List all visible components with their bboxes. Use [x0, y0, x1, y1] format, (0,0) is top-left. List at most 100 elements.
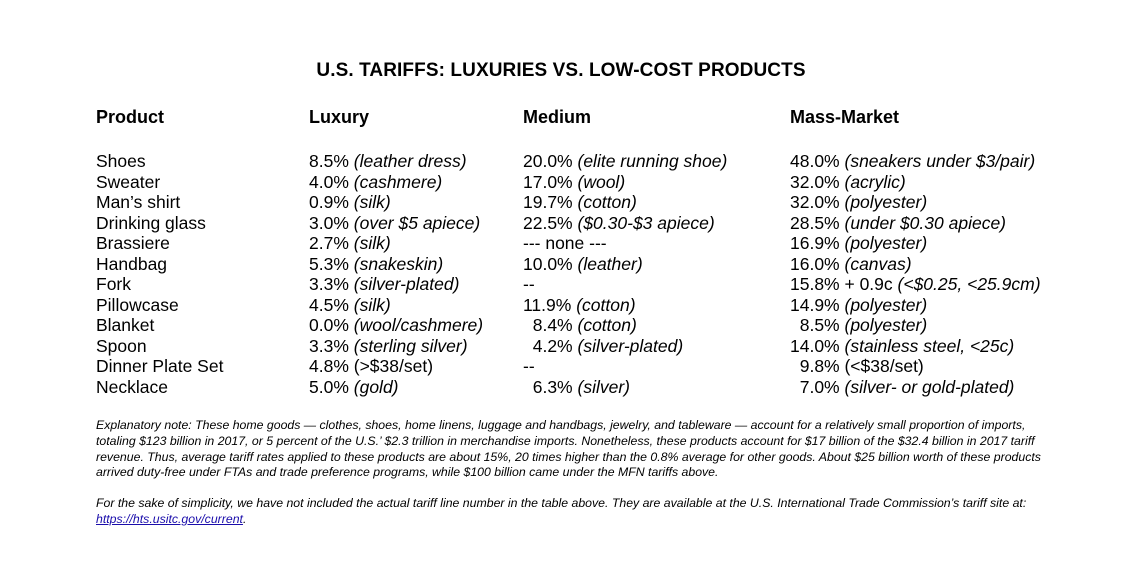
table-cell: Fork [96, 274, 131, 295]
cell-rate: 3.3% [309, 335, 349, 356]
cell-description: (wool/cashmere) [353, 315, 484, 335]
table-row: Pillowcase 4.5% (silk) 11.9% (cotton) 14.9%… [0, 295, 1122, 316]
table-cell: 8.5% (polyester) [790, 315, 927, 336]
table-row: Spoon 3.3% (sterling silver) 4.2% (silver… [0, 336, 1122, 357]
header-luxury: Luxury [309, 107, 370, 127]
table-cell: 0.0% (wool/cashmere) [309, 315, 483, 336]
table-cell: 4.5% (silk) [309, 295, 391, 316]
cell-rate: 3.3% [309, 274, 349, 294]
cell-description: (wool) [577, 171, 626, 192]
table-cell: Pillowcase [96, 295, 179, 316]
table-cell: 28.5% (under $0.30 apiece) [790, 213, 1006, 234]
table-cell: Brassiere [96, 233, 170, 254]
header-product: Product [96, 107, 165, 127]
usitc-link[interactable]: https://hts.usitc.gov/current [96, 511, 243, 526]
cell-description: (<$0.25, <25.9cm) [897, 274, 1041, 294]
product-name: Brassiere [96, 233, 170, 253]
cell-rate: 14.0% [790, 335, 840, 356]
cell-rate: 10.0% [523, 253, 573, 274]
table-cell: 14.0% (stainless steel, <25c) [790, 336, 1014, 357]
cell-rate: 3.0% [309, 212, 349, 233]
table-cell: 20.0% (elite running shoe) [523, 151, 727, 172]
cell-description: (polyester) [844, 192, 928, 212]
cell-rate: 2.7% [309, 233, 349, 253]
table-cell: Man’s shirt [96, 192, 180, 213]
cell-rate: 5.3% [309, 253, 349, 274]
table-cell: 3.0% (over $5 apiece) [309, 213, 480, 234]
table-cell: --- none --- [523, 233, 612, 254]
cell-description: (silk) [353, 233, 391, 253]
cell-rate: 4.5% [309, 294, 349, 315]
table-row: Fork 3.3% (silver-plated) -- 15.8% + 0.9c … [0, 274, 1122, 295]
product-name: Handbag [96, 253, 168, 274]
table-cell: 4.8% (>$38/set) [309, 356, 438, 377]
table-row: Brassiere 2.7% (silk) --- none --- 16.9% (… [0, 233, 1122, 254]
cell-description: (silver- or gold-plated) [844, 376, 1015, 397]
cell-description: (cotton) [577, 192, 637, 212]
cell-description: (canvas) [844, 253, 912, 274]
table-row: Sweater 4.0% (cashmere) 17.0% (wool) 32.0% … [0, 172, 1122, 193]
cell-rate: -- [523, 274, 535, 294]
cell-description: (silver-plated) [577, 335, 684, 356]
table-cell: Shoes [96, 151, 146, 172]
table-cell: 3.3% (silver-plated) [309, 274, 459, 295]
cell-rate: 8.5% [309, 151, 349, 171]
cell-description: (over $5 apiece) [353, 212, 481, 233]
cell-description: (acrylic) [844, 171, 906, 192]
cell-rate: 22.5% [523, 212, 573, 233]
table-cell: 32.0% (polyester) [790, 192, 927, 213]
table-cell: Spoon [96, 336, 147, 357]
tariff-table: Shoes 8.5% (leather dress) 20.0% (elite ru… [0, 151, 1122, 397]
explanatory-note: Explanatory note: These home goods — clo… [96, 418, 1041, 480]
table-cell: 8.5% (leather dress) [309, 151, 467, 172]
cell-description: (polyester) [844, 294, 928, 315]
table-cell: Sweater [96, 172, 160, 193]
cell-description: (gold) [353, 376, 399, 397]
cell-rate: 32.0% [790, 192, 840, 212]
cell-description: (stainless steel, <25c) [844, 335, 1015, 356]
cell-rate: 4.2% [523, 335, 573, 356]
cell-rate: 16.0% [790, 253, 840, 274]
cell-rate: 20.0% [523, 151, 573, 171]
cell-description: (under $0.30 apiece) [844, 212, 1007, 233]
product-name: Necklace [96, 376, 168, 397]
table-row: Drinking glass 3.0% (over $5 apiece) 22.5%… [0, 213, 1122, 234]
cell-description: (silk) [353, 192, 391, 212]
cell-rate: 7.0% [790, 376, 840, 397]
page-title: U.S. TARIFFS: LUXURIES VS. LOW-COST PROD… [316, 60, 806, 81]
simplicity-note: For the sake of simplicity, we have not … [96, 496, 1066, 528]
table-cell: 11.9% (cotton) [523, 295, 636, 316]
cell-rate: 0.9% [309, 192, 349, 212]
cell-rate: 6.3% [523, 376, 573, 397]
cell-description: (sneakers under $3/pair) [844, 151, 1036, 171]
table-cell: 7.0% (silver- or gold-plated) [790, 376, 1015, 398]
table-cell: Necklace [96, 377, 168, 398]
table-cell: 0.9% (silk) [309, 192, 391, 213]
table-cell: Drinking glass [96, 213, 206, 234]
table-cell: 32.0% (acrylic) [790, 172, 906, 193]
cell-rate: 11.9% [523, 294, 572, 315]
cell-rate: 9.8% (<$38/set) [790, 356, 924, 376]
table-cell: 6.3% (silver) [523, 377, 630, 398]
table-cell: 17.0% (wool) [523, 172, 625, 193]
table-row: Handbag 5.3% (snakeskin) 10.0% (leather) 16… [0, 254, 1122, 275]
cell-description: (silver) [577, 376, 631, 397]
cell-rate: 0.0% [309, 315, 349, 335]
cell-description: ($0.30-$3 apiece) [577, 212, 715, 233]
cell-description: (elite running shoe) [577, 151, 728, 171]
table-cell: 2.7% (silk) [309, 233, 391, 254]
cell-rate: 32.0% [790, 171, 840, 192]
cell-description: (snakeskin) [353, 253, 444, 274]
table-cell: 16.0% (canvas) [790, 254, 912, 275]
table-cell: -- [523, 356, 540, 377]
cell-rate: 15.8% + 0.9c [790, 274, 893, 294]
header-medium: Medium [523, 107, 592, 127]
table-row: Dinner Plate Set 4.8% (>$38/set) -- 9.8% … [0, 356, 1122, 377]
table-cell: 4.2% (silver-plated) [523, 336, 683, 357]
table-cell: 5.3% (snakeskin) [309, 254, 443, 275]
table-cell: Handbag [96, 254, 167, 275]
cell-rate: 48.0% [790, 151, 840, 171]
table-cell: 4.0% (cashmere) [309, 172, 442, 193]
table-row: Man’s shirt 0.9% (silk) 19.7% (cotton) 32.0… [0, 192, 1122, 213]
product-name: Blanket [96, 315, 155, 335]
